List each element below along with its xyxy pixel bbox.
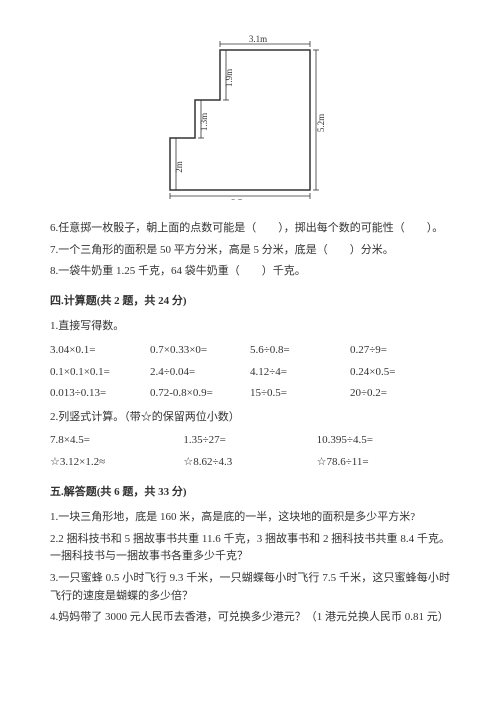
calc-cell: 0.013÷0.13=: [50, 385, 150, 403]
calc-row: 0.013÷0.13= 0.72-0.8×0.9= 15÷0.5= 20÷0.2…: [50, 385, 450, 403]
label-right: 5.2m: [316, 114, 326, 132]
label-righttop: 1.9m: [224, 69, 234, 87]
calc-cell: 0.24×0.5=: [350, 364, 450, 382]
calc-cell: 5.6÷0.8=: [250, 342, 350, 360]
label-midright: 1.3m: [199, 113, 209, 131]
stair-diagram: 3.1m 1.9m 1.3m 2m 5.7m 5.2m: [50, 30, 450, 200]
calc-cell: 4.12÷4=: [250, 364, 350, 382]
calc-cell: ☆3.12×1.2≈: [50, 454, 183, 472]
section-4-title: 四.计算题(共 2 题，共 24 分): [50, 293, 450, 311]
calc-cell: 0.7×0.33×0=: [150, 342, 250, 360]
label-leftbottom: 2m: [174, 161, 184, 173]
calc-cell: 1.35÷27=: [183, 432, 316, 450]
calc-row: ☆3.12×1.2≈ ☆8.62÷4.3 ☆78.6÷11=: [50, 454, 450, 472]
question-5-4: 4.妈妈带了 3000 元人民币去香港，可兑换多少港元？（1 港元兑换人民币 0…: [50, 609, 450, 627]
question-5-1: 1.一块三角形地，底是 160 米，高是底的一半，这块地的面积是多少平方米?: [50, 509, 450, 527]
calc-row: 3.04×0.1= 0.7×0.33×0= 5.6÷0.8= 0.27÷9=: [50, 342, 450, 360]
calc-cell: ☆78.6÷11=: [317, 454, 450, 472]
calc-row: 7.8×4.5= 1.35÷27= 10.395÷4.5=: [50, 432, 450, 450]
calc-cell: 10.395÷4.5=: [317, 432, 450, 450]
question-5-3: 3.一只蜜蜂 0.5 小时飞行 9.3 千米，一只蝴蝶每小时飞行 7.5 千米，…: [50, 570, 450, 605]
calc-cell: 2.4÷0.04=: [150, 364, 250, 382]
calc-cell: 0.27÷9=: [350, 342, 450, 360]
question-8: 8.一袋牛奶重 1.25 千克，64 袋牛奶重（ ）千克。: [50, 263, 450, 281]
question-5-2: 2.2 捆科技书和 5 捆故事书共重 11.6 千克，3 捆故事书和 2 捆科技…: [50, 531, 450, 566]
calc-cell: 3.04×0.1=: [50, 342, 150, 360]
calc-cell: 0.1×0.1×0.1=: [50, 364, 150, 382]
section-5-title: 五.解答题(共 6 题，共 33 分): [50, 484, 450, 502]
section-4-sub1: 1.直接写得数。: [50, 318, 450, 336]
label-bottom: 5.7m: [231, 198, 249, 200]
calc-cell: 15÷0.5=: [250, 385, 350, 403]
section-4-sub2: 2.列竖式计算。（带☆的保留两位小数）: [50, 409, 450, 427]
label-top: 3.1m: [249, 34, 267, 44]
calc-cell: ☆8.62÷4.3: [183, 454, 316, 472]
question-7: 7.一个三角形的面积是 50 平方分米，高是 5 分米，底是（ ）分米。: [50, 242, 450, 260]
calc-cell: 7.8×4.5=: [50, 432, 183, 450]
calc-row: 0.1×0.1×0.1= 2.4÷0.04= 4.12÷4= 0.24×0.5=: [50, 364, 450, 382]
question-6: 6.任意掷一枚骰子，朝上面的点数可能是（ ），掷出每个数的可能性（ ）。: [50, 220, 450, 238]
stair-outline: [170, 50, 310, 190]
calc-cell: 0.72-0.8×0.9=: [150, 385, 250, 403]
diagram-svg: 3.1m 1.9m 1.3m 2m 5.7m 5.2m: [150, 30, 350, 200]
calc-cell: 20÷0.2=: [350, 385, 450, 403]
